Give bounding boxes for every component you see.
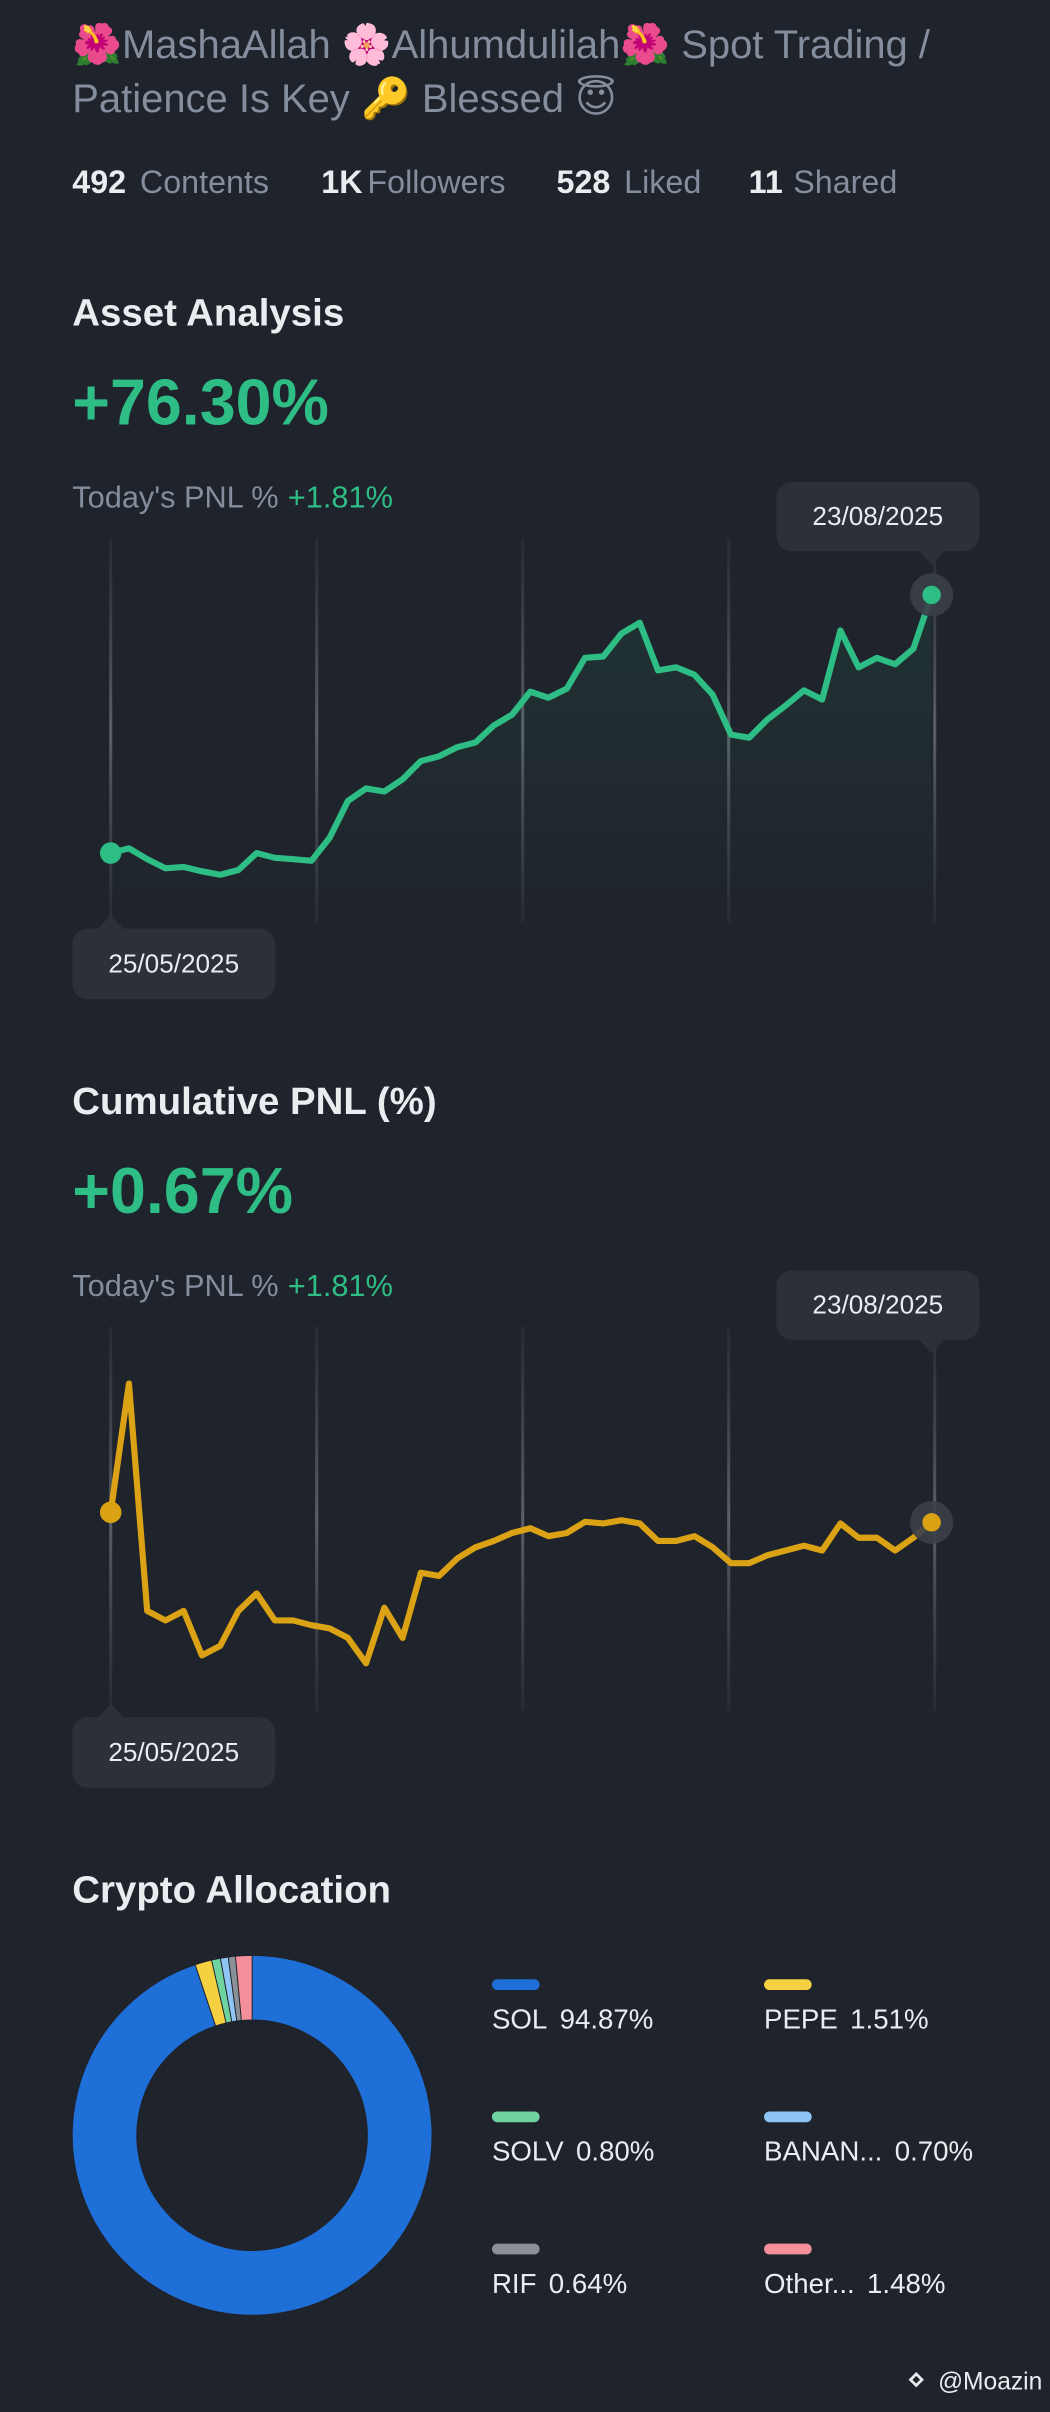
todays-pnl-label: Today's PNL % — [72, 480, 278, 515]
tooltip-pointer — [919, 1339, 944, 1354]
legend-entry: BANAN... 0.70% — [764, 2136, 973, 2167]
legend-swatch — [764, 2111, 812, 2123]
grid-line — [521, 1326, 525, 1711]
legend-name: SOLV — [492, 2136, 564, 2167]
legend-swatch — [491, 2111, 540, 2123]
watermark-icon — [908, 2372, 924, 2388]
stat-label[interactable]: Followers — [367, 164, 505, 200]
legend-swatch — [764, 2243, 812, 2255]
line-area — [110, 594, 932, 923]
data-line — [107, 591, 935, 878]
legend-entry: SOL 94.87% — [492, 2004, 653, 2035]
date-tooltip: 25/05/2025 — [72, 1703, 276, 1788]
legend-swatch — [491, 1979, 540, 1991]
legend-value: 1.51% — [850, 2004, 928, 2035]
end-point — [922, 585, 941, 605]
stat-value: 528 — [557, 164, 611, 200]
date-tooltip: 23/08/2025 — [776, 481, 980, 565]
tooltip-box — [72, 928, 276, 1000]
legend-name: RIF — [492, 2268, 537, 2299]
data-line — [107, 1380, 935, 1667]
legend-name: PEPE — [764, 2004, 838, 2035]
section-title: Crypto Allocation — [72, 1869, 391, 1912]
grid-line — [933, 538, 937, 923]
watermark-text: @Moazin — [938, 2368, 1042, 2395]
tooltip-box — [72, 1717, 276, 1788]
start-point — [99, 1501, 122, 1524]
legend-entry: PEPE 1.51% — [764, 2004, 929, 2035]
tooltip-pointer — [919, 551, 944, 565]
tooltip-box — [776, 481, 980, 552]
date-tooltip: 25/05/2025 — [72, 914, 276, 1000]
legend-name: Other... — [764, 2268, 855, 2299]
todays-pnl: Today's PNL % +1.81% — [72, 480, 393, 515]
donut-slice — [234, 1954, 253, 2021]
legend-entry: SOLV 0.80% — [492, 2136, 654, 2167]
stat-value: 11 — [749, 164, 783, 200]
grid-line — [109, 538, 113, 923]
tooltip-date: 25/05/2025 — [108, 1737, 239, 1767]
profile-bio: Patience Is Key 🔑 Blessed 😇 — [72, 74, 616, 122]
profile-bio: 🌺MashaAllah 🌸Alhumdulilah🌺 Spot Trading … — [72, 21, 931, 67]
stat-label[interactable]: Contents — [140, 164, 269, 200]
grid-line — [315, 538, 319, 923]
legend-entry: Other... 1.48% — [764, 2268, 945, 2299]
stat-label[interactable]: Liked — [624, 164, 701, 200]
grid-line — [315, 1326, 319, 1711]
todays-pnl-value: +1.81% — [288, 1268, 393, 1303]
legend-value: 0.70% — [895, 2136, 973, 2167]
stat-label[interactable]: Shared — [793, 164, 897, 200]
donut-slice — [71, 1954, 433, 2316]
legend-value: 0.64% — [549, 2268, 627, 2299]
tooltip-date: 23/08/2025 — [812, 501, 943, 531]
todays-pnl: Today's PNL % +1.81% — [72, 1268, 393, 1303]
legend-value: 94.87% — [560, 2004, 654, 2035]
watermark: @Moazin — [908, 2368, 1042, 2395]
headline-value: +76.30% — [72, 366, 329, 438]
grid-line — [727, 1326, 731, 1711]
headline-value: +0.67% — [72, 1155, 293, 1227]
legend-swatch — [764, 1979, 812, 1991]
legend-value: 1.48% — [867, 2268, 945, 2299]
date-tooltip: 23/08/2025 — [776, 1270, 980, 1354]
tooltip-date: 25/05/2025 — [108, 948, 239, 978]
todays-pnl-value: +1.81% — [288, 480, 393, 515]
legend-name: BANAN... — [764, 2136, 882, 2167]
legend-name: SOL — [492, 2004, 547, 2035]
section-title: Cumulative PNL (%) — [72, 1080, 436, 1123]
stat-value: 492 — [72, 164, 126, 200]
stat-value: 1K — [321, 164, 362, 200]
legend-entry: RIF 0.64% — [492, 2268, 627, 2299]
section-title: Asset Analysis — [72, 291, 344, 334]
start-point — [99, 842, 122, 864]
tooltip-date: 23/08/2025 — [812, 1290, 943, 1320]
legend-value: 0.80% — [576, 2136, 654, 2167]
todays-pnl-label: Today's PNL % — [72, 1268, 278, 1303]
tooltip-pointer — [98, 1703, 123, 1718]
end-point — [922, 1513, 941, 1532]
legend-swatch — [491, 2243, 540, 2255]
tooltip-pointer — [98, 914, 123, 929]
tooltip-box — [776, 1270, 980, 1340]
